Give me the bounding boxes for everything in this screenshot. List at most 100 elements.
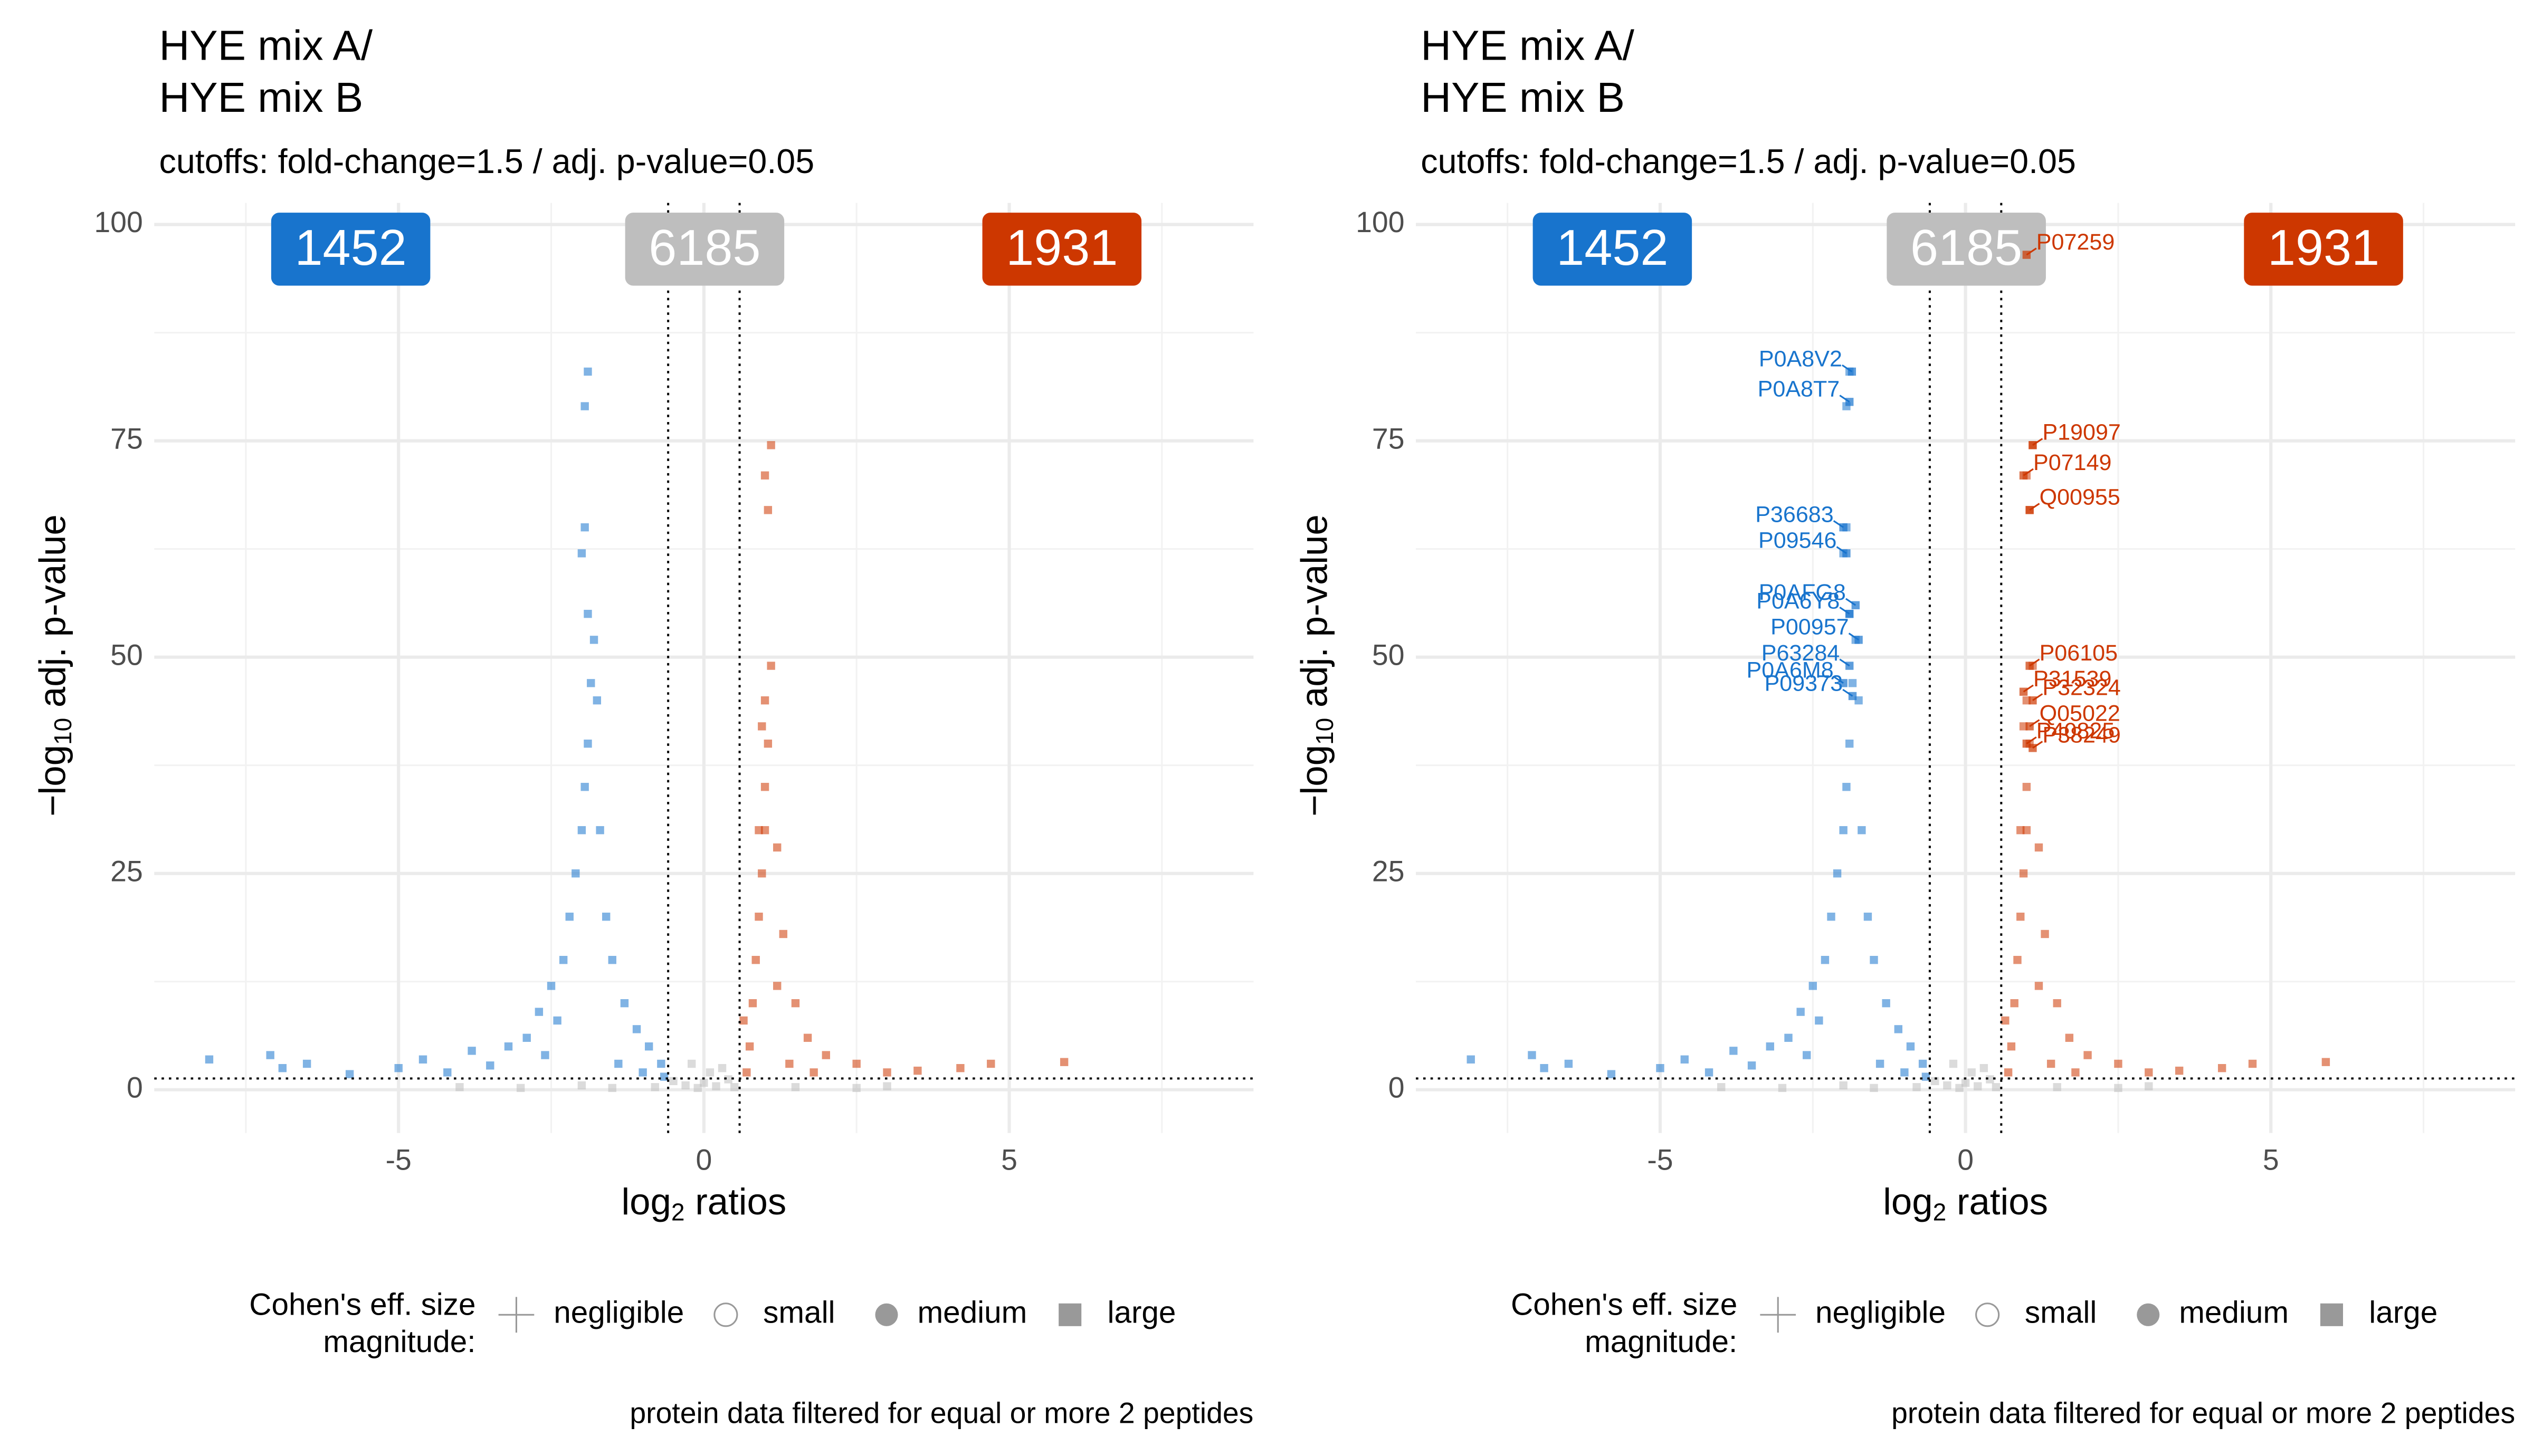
- data-point: [1607, 1070, 1616, 1078]
- data-point: [584, 609, 592, 618]
- y-axis-label-part: 10: [1311, 718, 1338, 745]
- data-point: [1704, 1068, 1713, 1077]
- legend-symbol: [875, 1303, 898, 1326]
- x-axis-label-part: ratios: [1946, 1181, 2048, 1222]
- data-point: [2041, 930, 2049, 938]
- data-point: [751, 955, 760, 964]
- labeled-point: [2022, 251, 2031, 259]
- legend-label: large: [1107, 1296, 1176, 1330]
- data-point: [504, 1042, 513, 1051]
- data-point: [1858, 826, 1866, 835]
- data-point: [700, 1078, 708, 1087]
- point-label: P32324: [2042, 675, 2120, 700]
- data-point: [785, 1059, 794, 1068]
- x-tick-label: 0: [696, 1144, 712, 1176]
- data-point: [739, 1016, 748, 1025]
- count-box: [2244, 213, 2403, 286]
- labeled-point: [1851, 601, 1860, 609]
- data-point: [1918, 1059, 1927, 1068]
- data-point: [589, 636, 598, 644]
- data-point: [2114, 1084, 2122, 1093]
- count-box: [625, 213, 785, 286]
- point-label: P06105: [2040, 640, 2118, 666]
- data-point: [1821, 955, 1830, 964]
- legend-label: small: [763, 1296, 835, 1330]
- data-point: [852, 1084, 861, 1093]
- data-point: [1955, 1084, 1964, 1093]
- data-point: [2019, 722, 2028, 731]
- count-label: 1931: [1006, 220, 1118, 276]
- labeled-point: [2019, 687, 2028, 696]
- data-point: [553, 1016, 561, 1025]
- data-point: [724, 1075, 732, 1084]
- panel: HYE mix A/HYE mix B cutoffs: fold-change=…: [31, 22, 1254, 1430]
- data-point: [1815, 1016, 1823, 1025]
- legend-symbol: [2320, 1303, 2343, 1326]
- labeled-point: [2025, 506, 2034, 514]
- data-point: [758, 869, 766, 878]
- point-label: P07259: [2036, 229, 2115, 255]
- data-point: [2145, 1082, 2153, 1090]
- data-point: [584, 739, 592, 748]
- data-point: [266, 1051, 274, 1059]
- labeled-point: [2029, 744, 2037, 752]
- y-tick-label: 100: [1356, 206, 1404, 238]
- x-tick-label: 5: [2263, 1144, 2279, 1176]
- data-point: [2034, 843, 2043, 852]
- data-point: [1778, 1084, 1787, 1093]
- data-point: [883, 1068, 891, 1077]
- data-point: [645, 1042, 653, 1051]
- x-axis-label-part: ratios: [685, 1181, 787, 1222]
- data-point: [773, 982, 782, 990]
- data-point: [596, 826, 604, 835]
- chart-title: HYE mix A/: [1421, 22, 1634, 69]
- point-label: P38249: [2042, 723, 2120, 748]
- y-axis-label-part: 10: [49, 718, 77, 745]
- point-label: Q05022: [2040, 701, 2120, 726]
- data-point: [767, 662, 775, 670]
- data-point: [580, 402, 589, 410]
- data-point: [516, 1084, 525, 1093]
- data-point: [688, 1059, 696, 1068]
- data-point: [2175, 1066, 2184, 1075]
- data-point: [577, 826, 586, 835]
- data-point: [1848, 679, 1857, 687]
- labeled-point: [2025, 662, 2034, 670]
- data-point: [278, 1064, 287, 1072]
- data-point: [2001, 1016, 2010, 1025]
- data-point: [1854, 696, 1863, 705]
- data-point: [779, 930, 787, 938]
- labeled-point: [1845, 398, 1854, 406]
- data-point: [657, 1059, 665, 1068]
- legend-symbol: [1059, 1303, 1082, 1326]
- data-point: [2022, 696, 2031, 705]
- data-point: [593, 696, 602, 705]
- data-point: [2217, 1064, 2226, 1072]
- labeled-point: [1839, 523, 1848, 532]
- data-point: [608, 955, 616, 964]
- data-point: [541, 1051, 549, 1059]
- y-axis-label: −log10 adj. p-value: [1293, 514, 1338, 817]
- data-point: [1949, 1059, 1958, 1068]
- point-label: P09373: [1765, 670, 1843, 696]
- y-tick-label: 25: [110, 855, 143, 887]
- legend-title: Cohen's eff. size: [249, 1287, 475, 1321]
- data-point: [2013, 955, 2022, 964]
- data-point: [205, 1055, 214, 1064]
- y-tick-label: 0: [127, 1071, 143, 1104]
- data-point: [2022, 826, 2031, 835]
- data-point: [2034, 982, 2043, 990]
- labeled-point: [2029, 441, 2037, 449]
- point-label: P07149: [2033, 450, 2111, 475]
- data-point: [712, 1082, 720, 1090]
- data-point: [2065, 1033, 2074, 1042]
- point-label: P0A6Y8: [1756, 588, 1840, 614]
- data-point: [2019, 869, 2028, 878]
- legend-symbol: [2137, 1303, 2160, 1326]
- x-axis-label-part: log: [621, 1181, 671, 1222]
- count-box: [1887, 213, 2046, 286]
- y-axis-label: −log10 adj. p-value: [31, 514, 77, 817]
- count-box: [1532, 213, 1692, 286]
- y-axis-label-part: adj. p-value: [1293, 514, 1335, 717]
- legend-label: negligible: [1815, 1296, 1946, 1330]
